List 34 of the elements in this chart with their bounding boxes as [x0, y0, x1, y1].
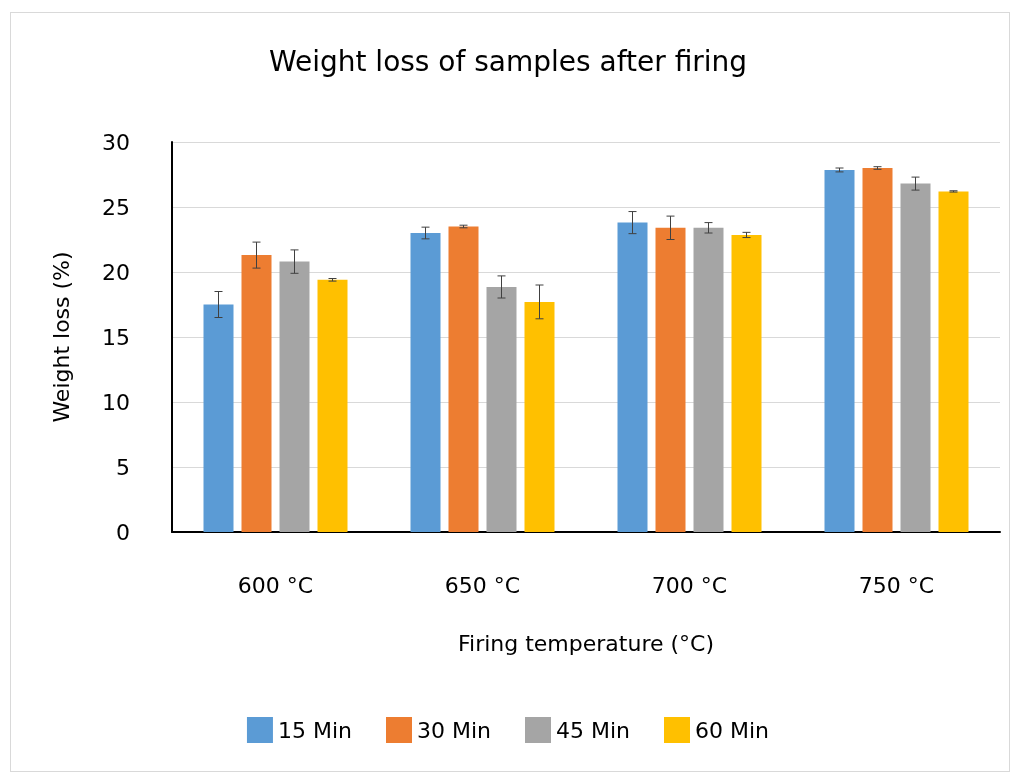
legend-label: 60 Min: [695, 717, 770, 743]
x-axis-title: Firing temperature (°C): [457, 630, 715, 656]
y-tick-label: 10: [102, 389, 130, 415]
x-tick-label: 650 °C: [444, 572, 521, 598]
bar: [317, 279, 348, 532]
bar: [486, 286, 517, 532]
bar: [617, 222, 648, 532]
legend-label: 30 Min: [416, 717, 492, 743]
bar: [410, 233, 441, 532]
bar: [862, 168, 893, 532]
y-tick-label: 20: [102, 259, 130, 285]
y-tick-label: 5: [116, 454, 130, 480]
legend-label: 45 Min: [556, 717, 631, 743]
bar: [938, 191, 969, 532]
y-tick-label: 0: [116, 519, 130, 545]
bar: [900, 183, 931, 532]
bar: [448, 226, 479, 532]
y-tick-label: 15: [102, 324, 130, 350]
bar: [693, 227, 724, 532]
x-tick-label: 700 °C: [651, 572, 728, 598]
bar: [731, 234, 762, 532]
x-tick-label: 600 °C: [237, 572, 314, 598]
x-tick-label: 750 °C: [858, 572, 935, 598]
y-axis-title: Weight loss (%): [48, 251, 74, 423]
bar: [824, 169, 855, 532]
y-tick-label: 25: [102, 194, 130, 220]
bar: [241, 255, 272, 532]
legend-label: 15 Min: [277, 717, 352, 743]
bar: [655, 227, 686, 532]
bar: [203, 304, 234, 532]
y-tick-label: 30: [102, 129, 130, 155]
chart-title: Weight loss of samples after firing: [268, 44, 748, 78]
bar: [279, 261, 310, 532]
bar: [524, 301, 555, 532]
